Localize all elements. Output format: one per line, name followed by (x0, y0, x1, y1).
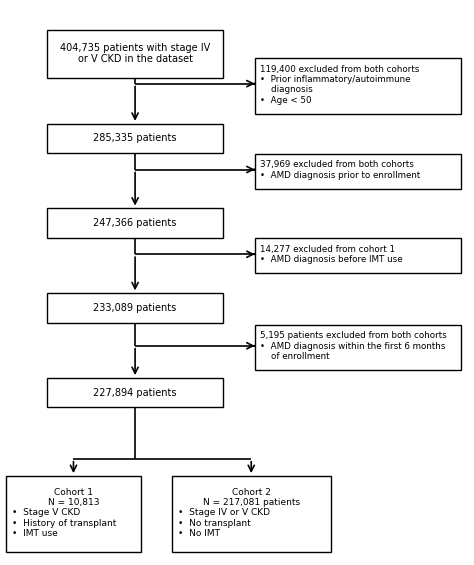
Text: 5,195 patients excluded from both cohorts
•  AMD diagnosis within the first 6 mo: 5,195 patients excluded from both cohort… (261, 332, 447, 361)
FancyBboxPatch shape (47, 378, 223, 407)
FancyBboxPatch shape (255, 154, 461, 189)
Text: 247,366 patients: 247,366 patients (93, 218, 177, 228)
Text: 37,969 excluded from both cohorts
•  AMD diagnosis prior to enrollment: 37,969 excluded from both cohorts • AMD … (261, 160, 421, 180)
Text: Cohort 2
N = 217,081 patients: Cohort 2 N = 217,081 patients (203, 488, 300, 507)
Text: Cohort 1
N = 10,813: Cohort 1 N = 10,813 (48, 488, 99, 507)
Text: •  Stage V CKD
•  History of transplant
•  IMT use: • Stage V CKD • History of transplant • … (12, 508, 117, 538)
FancyBboxPatch shape (47, 30, 223, 78)
Text: 404,735 patients with stage IV
or V CKD in the dataset: 404,735 patients with stage IV or V CKD … (60, 43, 210, 64)
FancyBboxPatch shape (172, 476, 331, 553)
Text: 233,089 patients: 233,089 patients (93, 303, 177, 313)
Text: 14,277 excluded from cohort 1
•  AMD diagnosis before IMT use: 14,277 excluded from cohort 1 • AMD diag… (261, 245, 403, 264)
Text: 119,400 excluded from both cohorts
•  Prior inflammatory/autoimmune
    diagnosi: 119,400 excluded from both cohorts • Pri… (261, 64, 420, 105)
Text: 285,335 patients: 285,335 patients (93, 133, 177, 144)
FancyBboxPatch shape (255, 58, 461, 114)
FancyBboxPatch shape (47, 124, 223, 153)
Text: •  Stage IV or V CKD
•  No transplant
•  No IMT: • Stage IV or V CKD • No transplant • No… (178, 508, 270, 538)
FancyBboxPatch shape (6, 476, 141, 553)
FancyBboxPatch shape (255, 325, 461, 370)
FancyBboxPatch shape (255, 238, 461, 273)
FancyBboxPatch shape (47, 293, 223, 323)
Text: 227,894 patients: 227,894 patients (93, 388, 177, 398)
FancyBboxPatch shape (47, 208, 223, 238)
